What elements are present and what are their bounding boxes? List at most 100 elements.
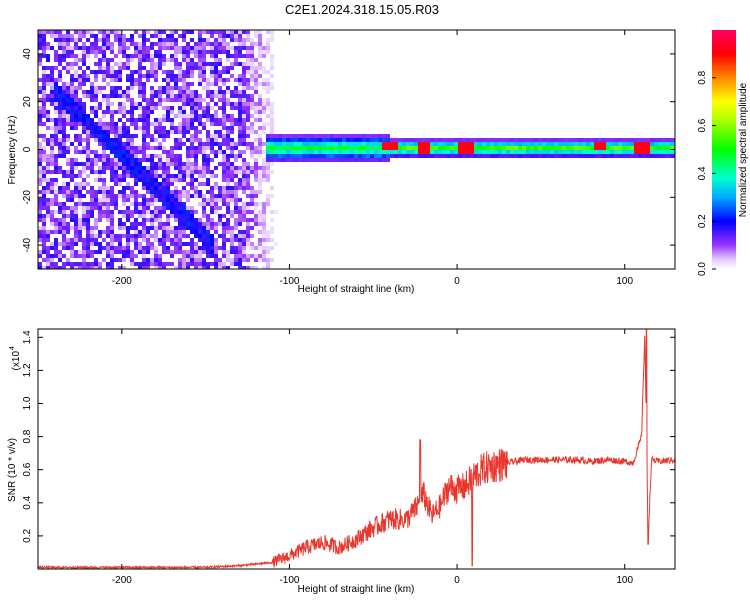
heatmap-cell bbox=[158, 30, 162, 34]
heatmap-cell bbox=[162, 86, 166, 90]
heatmap-cell bbox=[390, 142, 394, 146]
heatmap-cell bbox=[210, 42, 214, 46]
heatmap-cell bbox=[110, 130, 114, 134]
heatmap-cell bbox=[102, 42, 106, 46]
heatmap-cell bbox=[294, 138, 298, 142]
heatmap-cell bbox=[326, 150, 330, 154]
heatmap-cell bbox=[190, 166, 194, 170]
heatmap-cell bbox=[38, 54, 42, 58]
heatmap-cell bbox=[234, 146, 238, 150]
heatmap-cell bbox=[178, 226, 182, 230]
heatmap-cell bbox=[50, 258, 54, 262]
heatmap-cell bbox=[258, 38, 262, 42]
heatmap-cell bbox=[218, 122, 222, 126]
heatmap-cell bbox=[42, 174, 46, 178]
heatmap-cell bbox=[230, 162, 234, 166]
heatmap-cell bbox=[594, 150, 598, 154]
heatmap-cell bbox=[130, 110, 134, 114]
heatmap-cell bbox=[166, 206, 170, 210]
heatmap-cell bbox=[654, 150, 658, 154]
heatmap-cell bbox=[146, 98, 150, 102]
heatmap-cell bbox=[70, 218, 74, 222]
heatmap-cell bbox=[130, 154, 134, 158]
heatmap-cell bbox=[142, 98, 146, 102]
heatmap-cell bbox=[470, 150, 474, 154]
heatmap-cell bbox=[118, 210, 122, 214]
heatmap-cell bbox=[178, 94, 182, 98]
heatmap-cell bbox=[206, 50, 210, 54]
heatmap-cell bbox=[182, 174, 186, 178]
heatmap-cell bbox=[94, 258, 98, 262]
heatmap-cell bbox=[138, 102, 142, 106]
heatmap-cell bbox=[266, 82, 270, 86]
heatmap-cell bbox=[182, 122, 186, 126]
heatmap-cell bbox=[138, 262, 142, 266]
heatmap-cell bbox=[214, 230, 218, 234]
heatmap-cell bbox=[570, 142, 574, 146]
heatmap-cell bbox=[366, 158, 370, 162]
heatmap-cell bbox=[202, 154, 206, 158]
heatmap-cell bbox=[506, 146, 510, 150]
heatmap-cell bbox=[214, 110, 218, 114]
heatmap-cell bbox=[170, 254, 174, 258]
heatmap-cell bbox=[50, 90, 54, 94]
heatmap-cell bbox=[570, 138, 574, 142]
heatmap-cell bbox=[170, 130, 174, 134]
heatmap-cell bbox=[42, 54, 46, 58]
heatmap-cell bbox=[474, 150, 478, 154]
heatmap-cell bbox=[270, 134, 274, 138]
heatmap-cell bbox=[266, 78, 270, 82]
heatmap-cell bbox=[230, 154, 234, 158]
heatmap-cell bbox=[170, 58, 174, 62]
heatmap-cell bbox=[266, 70, 270, 74]
heatmap-cell bbox=[66, 138, 70, 142]
heatmap-cell bbox=[254, 266, 258, 269]
heatmap-cell bbox=[178, 222, 182, 226]
heatmap-cell bbox=[182, 58, 186, 62]
heatmap-cell bbox=[258, 138, 262, 142]
heatmap-cell bbox=[134, 70, 138, 74]
y-tick-label: -20 bbox=[22, 190, 33, 205]
heatmap-cell bbox=[106, 226, 110, 230]
heatmap-cell bbox=[46, 170, 50, 174]
heatmap-cell bbox=[146, 106, 150, 110]
heatmap-cell bbox=[430, 154, 434, 158]
heatmap-cell bbox=[58, 114, 62, 118]
heatmap-cell bbox=[266, 234, 270, 238]
heatmap-cell bbox=[246, 94, 250, 98]
heatmap-cell bbox=[258, 74, 262, 78]
heatmap-cell bbox=[182, 54, 186, 58]
heatmap-cell bbox=[186, 130, 190, 134]
heatmap-cell bbox=[42, 150, 46, 154]
heatmap-cell bbox=[190, 206, 194, 210]
heatmap-cell bbox=[366, 150, 370, 154]
heatmap-cell bbox=[170, 106, 174, 110]
heatmap-cell bbox=[194, 190, 198, 194]
heatmap-cell bbox=[110, 186, 114, 190]
heatmap-cell bbox=[90, 118, 94, 122]
heatmap-cell bbox=[402, 138, 406, 142]
heatmap-cell bbox=[190, 82, 194, 86]
heatmap-cell bbox=[306, 134, 310, 138]
heatmap-cell bbox=[186, 94, 190, 98]
heatmap-cell bbox=[66, 38, 70, 42]
heatmap-cell bbox=[622, 146, 626, 150]
heatmap-cell bbox=[466, 138, 470, 142]
heatmap-cell bbox=[174, 154, 178, 158]
heatmap-cell bbox=[126, 78, 130, 82]
heatmap-cell bbox=[194, 226, 198, 230]
heatmap-cell bbox=[382, 158, 386, 162]
heatmap-cell bbox=[266, 162, 270, 166]
heatmap-cell bbox=[270, 146, 274, 150]
heatmap-cell bbox=[134, 226, 138, 230]
heatmap-cell bbox=[186, 222, 190, 226]
heatmap-cell bbox=[210, 198, 214, 202]
heatmap-cell bbox=[74, 38, 78, 42]
heatmap-cell bbox=[662, 150, 666, 154]
heatmap-cell bbox=[258, 66, 262, 70]
heatmap-cell bbox=[458, 154, 462, 158]
heatmap-cell bbox=[198, 98, 202, 102]
heatmap-cell bbox=[66, 66, 70, 70]
heatmap-cell bbox=[86, 230, 90, 234]
heatmap-cell bbox=[582, 150, 586, 154]
